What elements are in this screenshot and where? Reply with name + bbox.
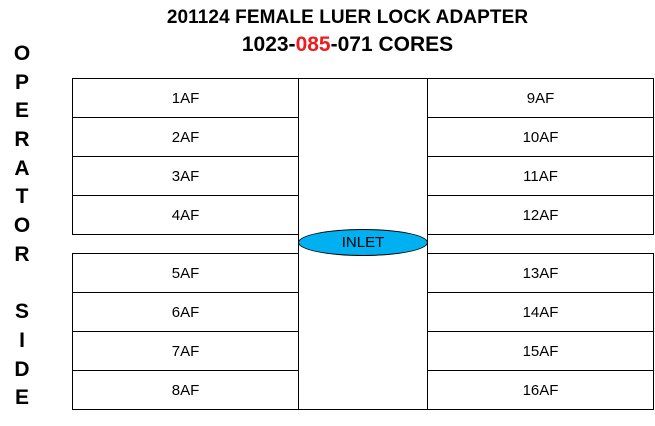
diagram-title: 201124 FEMALE LUER LOCK ADAPTER: [166, 7, 529, 28]
side-letter: P: [14, 70, 29, 94]
right-core-cell: 11AF: [427, 156, 654, 196]
left-core-cell: 8AF: [72, 370, 299, 410]
left-core-cell: 3AF: [72, 156, 299, 196]
right-core-cell: 12AF: [427, 195, 654, 235]
side-letter: T: [15, 185, 29, 209]
side-letter: E: [14, 386, 29, 410]
subtitle-highlight: 085: [295, 33, 331, 56]
left-core-cell: 1AF: [72, 78, 299, 118]
side-letter: D: [14, 357, 30, 381]
left-core-cell: 6AF: [72, 292, 299, 332]
subtitle-suffix: -071 CORES: [330, 33, 454, 56]
side-letter: R: [14, 242, 30, 266]
right-core-cell: 14AF: [427, 292, 654, 332]
core-layout-grid: 16AF 15AF 14AF 13AF 12AF 11AF 10AF 9AF 8AF 7AF 6AF…: [72, 78, 654, 410]
diagram-subtitle: 1023-085-071 CORES: [0, 33, 655, 57]
right-core-cell: 13AF: [427, 253, 654, 293]
inlet-ellipse: INLET: [298, 229, 428, 256]
side-letter: [8, 270, 36, 299]
right-core-cell: 15AF: [427, 331, 654, 371]
left-core-cell: 7AF: [72, 331, 299, 371]
side-letter: I: [19, 328, 25, 352]
subtitle-prefix: 1023-: [241, 33, 296, 56]
right-core-cell: 16AF: [427, 370, 654, 410]
left-core-cell: 2AF: [72, 117, 299, 157]
right-core-cell: 9AF: [427, 78, 654, 118]
side-letter: R: [14, 128, 30, 152]
right-core-cell: 10AF: [427, 117, 654, 157]
side-letter: A: [14, 156, 30, 180]
side-letter: O: [13, 42, 31, 65]
side-letter: E: [14, 99, 29, 123]
left-core-cell: 4AF: [72, 195, 299, 235]
left-core-cell: 5AF: [72, 253, 299, 293]
side-letter: S: [14, 300, 29, 324]
side-letter: O: [13, 214, 31, 238]
